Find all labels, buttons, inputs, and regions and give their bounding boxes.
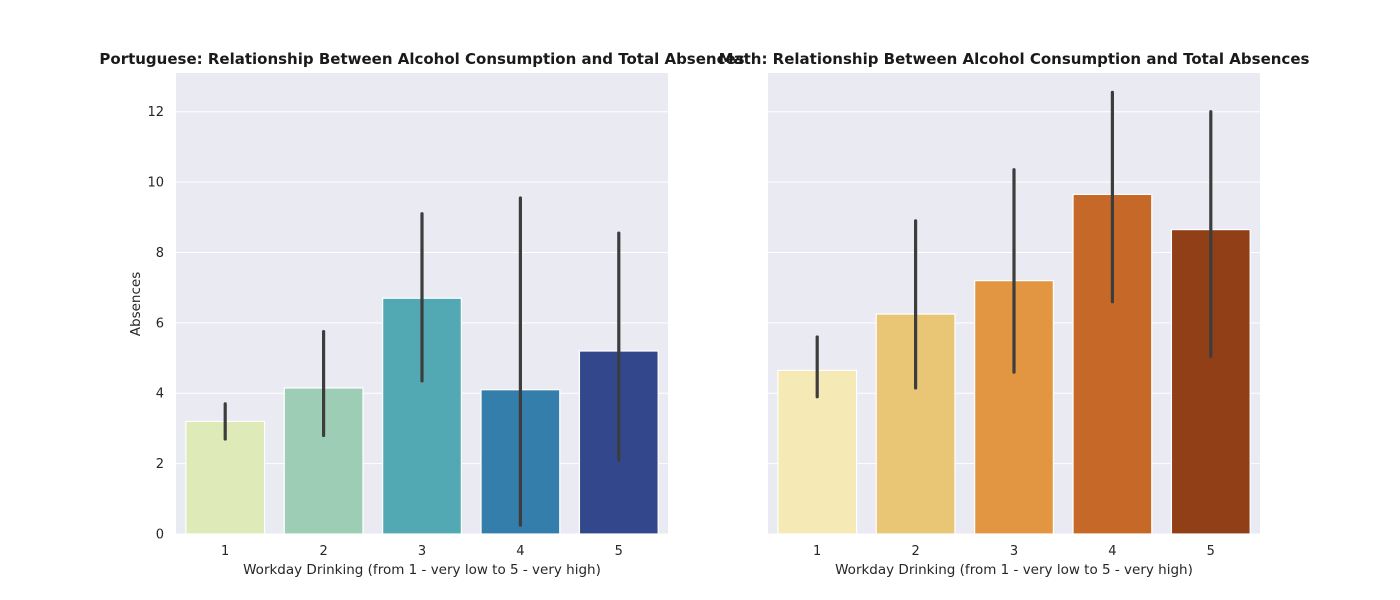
chart-title: Portuguese: Relationship Between Alcohol…	[99, 50, 744, 68]
y-tick-label: 0	[156, 528, 164, 543]
x-tick-label: 1	[813, 544, 821, 559]
plot-area: 1 2 3 4 5	[768, 73, 1260, 559]
x-tick-label: 2	[319, 544, 327, 559]
x-tick-label: 5	[1207, 544, 1215, 559]
x-tick-label: 4	[1108, 544, 1116, 559]
y-tick-label: 8	[156, 246, 164, 261]
y-tick-label: 12	[147, 105, 164, 120]
y-tick-label: 2	[156, 457, 164, 472]
y-tick-label: 6	[156, 316, 164, 331]
math-chart-panel: 1 2 3 4 5 Math: Relationship Between Alcohol…	[719, 50, 1310, 578]
y-axis-label: Absences	[128, 272, 144, 336]
x-tick-label: 1	[221, 544, 229, 559]
x-tick-label: 5	[615, 544, 623, 559]
y-tick-label: 10	[147, 176, 164, 191]
x-tick-label: 3	[418, 544, 426, 559]
chart-title: Math: Relationship Between Alcohol Consu…	[719, 50, 1310, 68]
x-axis-label: Workday Drinking (from 1 - very low to 5…	[243, 562, 601, 578]
x-tick-label: 4	[516, 544, 524, 559]
y-tick-label: 4	[156, 387, 164, 402]
x-tick-label: 2	[911, 544, 919, 559]
x-axis-label: Workday Drinking (from 1 - very low to 5…	[835, 562, 1193, 578]
x-tick-label: 3	[1010, 544, 1018, 559]
